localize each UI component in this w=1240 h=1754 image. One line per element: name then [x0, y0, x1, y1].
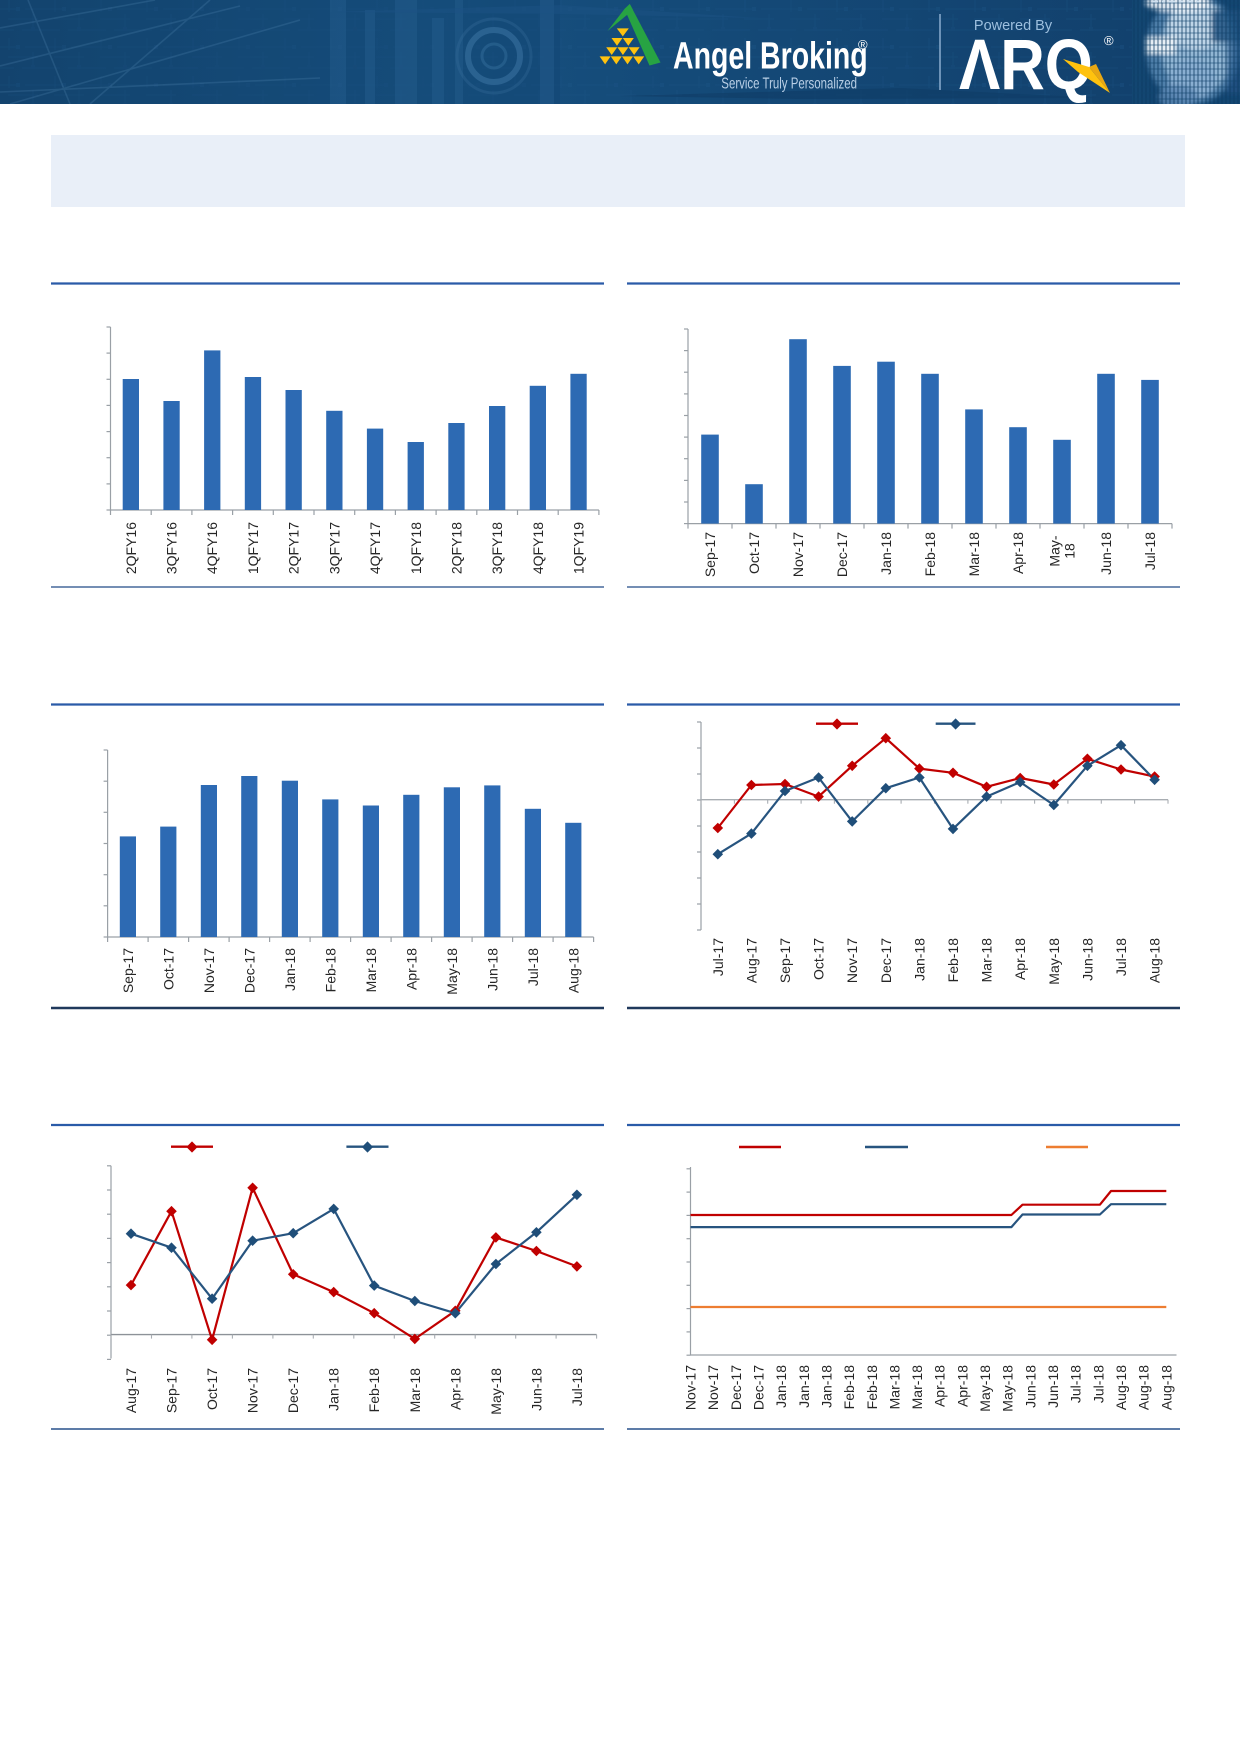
svg-text:Oct-17: Oct-17 [746, 532, 762, 574]
svg-text:Aug-18: Aug-18 [1147, 938, 1163, 983]
svg-text:May-18: May-18 [488, 1368, 504, 1415]
svg-text:May-: May- [1047, 535, 1063, 566]
svg-text:Aug-18: Aug-18 [565, 948, 581, 993]
svg-text:Jan-18: Jan-18 [773, 1365, 789, 1408]
svg-text:Dec-17: Dec-17 [751, 1365, 767, 1410]
svg-text:Aug-18: Aug-18 [1158, 1365, 1174, 1410]
svg-text:Powered By: Powered By [974, 18, 1053, 34]
svg-text:Oct-17: Oct-17 [160, 948, 176, 990]
svg-text:Jan-18: Jan-18 [282, 948, 298, 991]
svg-text:Nov-17: Nov-17 [245, 1368, 261, 1413]
svg-text:3QFY16: 3QFY16 [164, 522, 180, 574]
svg-text:Mar-18: Mar-18 [966, 532, 982, 577]
svg-text:Nov-17: Nov-17 [683, 1365, 699, 1410]
svg-text:May-18: May-18 [1000, 1365, 1016, 1412]
svg-text:Feb-18: Feb-18 [841, 1365, 857, 1410]
svg-text:Dec-17: Dec-17 [728, 1365, 744, 1410]
svg-text:1QFY19: 1QFY19 [571, 522, 587, 574]
svg-text:Apr-18: Apr-18 [932, 1365, 948, 1407]
svg-text:Sep-17: Sep-17 [120, 948, 136, 993]
svg-text:Feb-18: Feb-18 [922, 532, 938, 577]
svg-text:Mar-18: Mar-18 [979, 938, 995, 983]
svg-text:Mar-18: Mar-18 [363, 948, 379, 993]
svg-text:Jun-18: Jun-18 [1098, 532, 1114, 575]
svg-text:Angel Broking: Angel Broking [673, 36, 868, 78]
svg-text:Jun-18: Jun-18 [1022, 1365, 1038, 1408]
svg-text:Jan-18: Jan-18 [818, 1365, 834, 1408]
svg-text:Jul-18: Jul-18 [569, 1368, 585, 1406]
svg-text:4QFY18: 4QFY18 [530, 522, 546, 574]
svg-text:Jun-18: Jun-18 [1045, 1365, 1061, 1408]
svg-text:Jun-18: Jun-18 [484, 948, 500, 991]
svg-text:Sep-17: Sep-17 [777, 938, 793, 983]
svg-text:Oct-17: Oct-17 [204, 1368, 220, 1410]
svg-text:4QFY16: 4QFY16 [204, 522, 220, 574]
svg-text:Jul-17: Jul-17 [710, 938, 726, 976]
svg-text:Oct-17: Oct-17 [811, 938, 827, 980]
svg-text:Dec-17: Dec-17 [878, 938, 894, 983]
svg-text:Feb-18: Feb-18 [322, 948, 338, 993]
svg-text:18: 18 [1062, 543, 1078, 559]
svg-text:Nov-17: Nov-17 [201, 948, 217, 993]
svg-text:Apr-18: Apr-18 [447, 1368, 463, 1410]
svg-text:Apr-18: Apr-18 [1012, 938, 1028, 980]
svg-text:Feb-18: Feb-18 [366, 1368, 382, 1413]
svg-text:Aug-18: Aug-18 [1113, 1365, 1129, 1410]
svg-text:Jul-18: Jul-18 [525, 948, 541, 986]
svg-text:1QFY18: 1QFY18 [408, 522, 424, 574]
svg-text:May-18: May-18 [1046, 938, 1062, 985]
svg-text:Nov-17: Nov-17 [844, 938, 860, 983]
svg-text:Aug-17: Aug-17 [123, 1368, 139, 1413]
svg-text:Service Truly Personalized: Service Truly Personalized [721, 75, 857, 92]
svg-text:Jul-18: Jul-18 [1090, 1365, 1106, 1403]
svg-text:®: ® [1104, 33, 1114, 48]
svg-text:Dec-17: Dec-17 [285, 1368, 301, 1413]
svg-text:1QFY17: 1QFY17 [245, 522, 261, 574]
svg-text:3QFY18: 3QFY18 [489, 522, 505, 574]
svg-text:Jul-18: Jul-18 [1113, 938, 1129, 976]
svg-text:Jan-18: Jan-18 [326, 1368, 342, 1411]
svg-text:Mar-18: Mar-18 [909, 1365, 925, 1410]
svg-text:Jan-18: Jan-18 [796, 1365, 812, 1408]
svg-text:Dec-17: Dec-17 [834, 532, 850, 577]
svg-text:Apr-18: Apr-18 [1010, 532, 1026, 574]
svg-text:Mar-18: Mar-18 [886, 1365, 902, 1410]
svg-text:Feb-18: Feb-18 [945, 938, 961, 983]
svg-text:2QFY17: 2QFY17 [286, 522, 302, 574]
svg-text:®: ® [858, 37, 868, 52]
svg-text:Aug-17: Aug-17 [743, 938, 759, 983]
svg-text:Jan-18: Jan-18 [878, 532, 894, 575]
svg-text:Sep-17: Sep-17 [164, 1368, 180, 1413]
svg-text:Feb-18: Feb-18 [864, 1365, 880, 1410]
svg-text:Dec-17: Dec-17 [241, 948, 257, 993]
svg-text:Aug-18: Aug-18 [1136, 1365, 1152, 1410]
svg-text:Jul-18: Jul-18 [1068, 1365, 1084, 1403]
svg-text:Nov-17: Nov-17 [705, 1365, 721, 1410]
svg-text:Apr-18: Apr-18 [403, 948, 419, 990]
svg-text:2QFY16: 2QFY16 [123, 522, 139, 574]
svg-text:May-18: May-18 [977, 1365, 993, 1412]
svg-text:Mar-18: Mar-18 [407, 1368, 423, 1413]
svg-text:Jan-18: Jan-18 [911, 938, 927, 981]
svg-text:Jun-18: Jun-18 [528, 1368, 544, 1411]
svg-text:Nov-17: Nov-17 [790, 532, 806, 577]
svg-text:2QFY18: 2QFY18 [449, 522, 465, 574]
svg-text:Jul-18: Jul-18 [1142, 532, 1158, 570]
svg-text:Apr-18: Apr-18 [954, 1365, 970, 1407]
svg-text:Jun-18: Jun-18 [1079, 938, 1095, 981]
svg-text:Sep-17: Sep-17 [702, 532, 718, 577]
svg-text:3QFY17: 3QFY17 [326, 522, 342, 574]
svg-text:May-18: May-18 [444, 948, 460, 995]
svg-text:4QFY17: 4QFY17 [367, 522, 383, 574]
